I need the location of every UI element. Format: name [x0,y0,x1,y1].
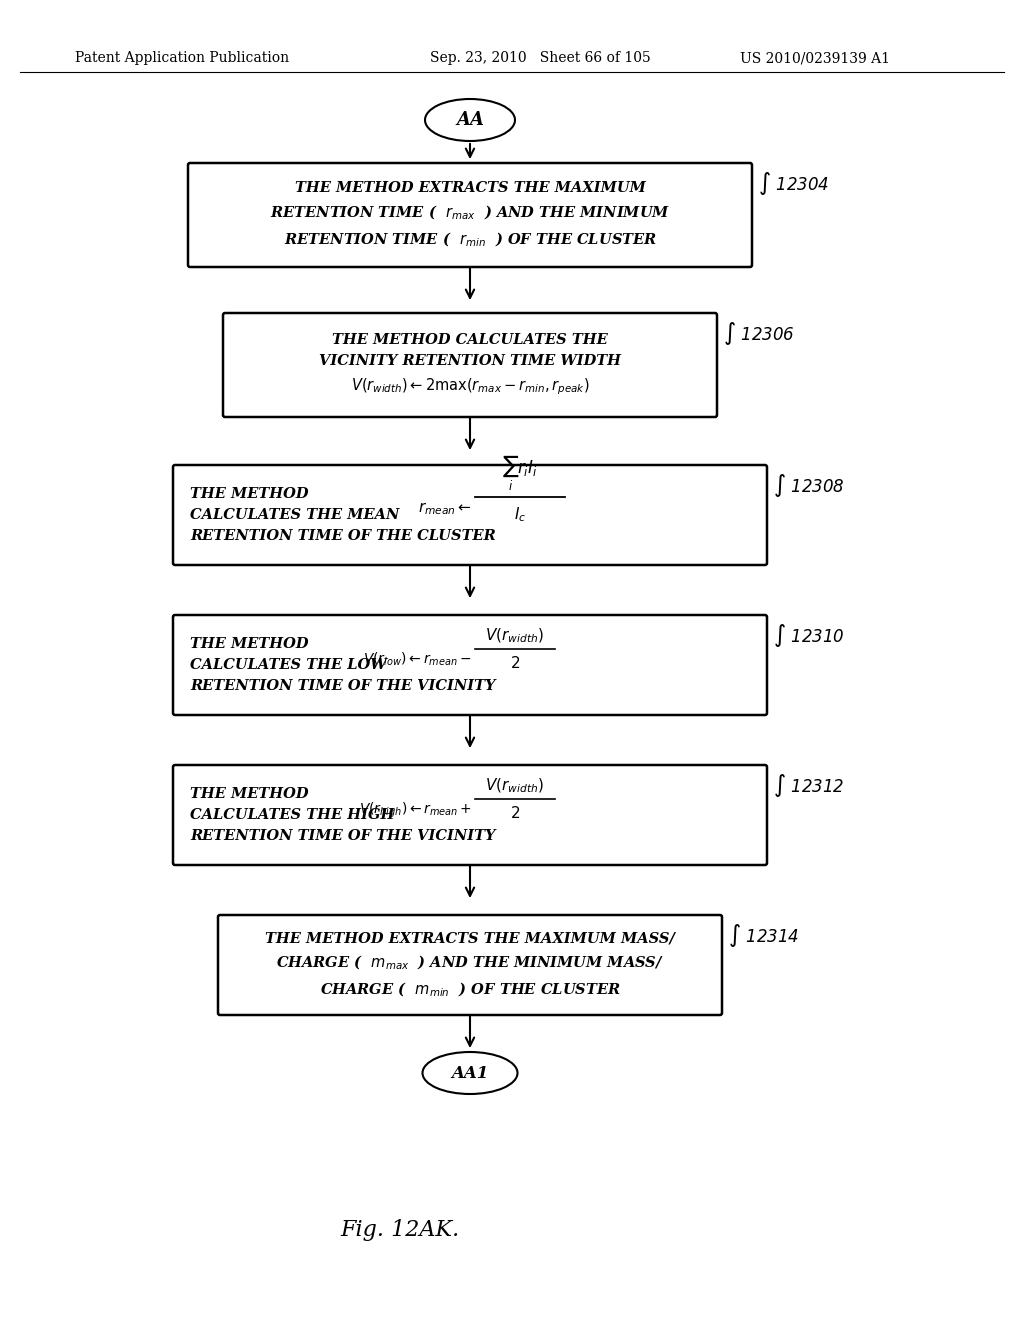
Ellipse shape [423,1052,517,1094]
Text: $I_c$: $I_c$ [514,506,526,524]
Text: Fig. 12AK.: Fig. 12AK. [340,1218,460,1241]
Text: $V(r_{high}) \leftarrow r_{mean} +$: $V(r_{high}) \leftarrow r_{mean} +$ [358,801,472,820]
Text: AA: AA [456,111,484,129]
Text: $\int$ 12306: $\int$ 12306 [723,319,795,347]
Text: Sep. 23, 2010   Sheet 66 of 105: Sep. 23, 2010 Sheet 66 of 105 [430,51,650,65]
FancyBboxPatch shape [188,162,752,267]
Text: $2$: $2$ [510,805,520,821]
Text: THE METHOD
CALCULATES THE LOW
RETENTION TIME OF THE VICINITY: THE METHOD CALCULATES THE LOW RETENTION … [190,638,496,693]
Text: $\int$ 12310: $\int$ 12310 [773,622,845,649]
FancyBboxPatch shape [218,915,722,1015]
Text: Patent Application Publication: Patent Application Publication [75,51,289,65]
Ellipse shape [425,99,515,141]
Text: $\int$ 12314: $\int$ 12314 [728,921,799,949]
Text: THE METHOD CALCULATES THE
VICINITY RETENTION TIME WIDTH
$V(r_{width}) \leftarrow: THE METHOD CALCULATES THE VICINITY RETEN… [319,333,621,397]
Text: US 2010/0239139 A1: US 2010/0239139 A1 [740,51,890,65]
Text: $\int$ 12312: $\int$ 12312 [773,772,845,799]
Text: THE METHOD EXTRACTS THE MAXIMUM MASS/
CHARGE (  $m_{max}$  ) AND THE MINIMUM MAS: THE METHOD EXTRACTS THE MAXIMUM MASS/ CH… [265,932,675,999]
FancyBboxPatch shape [223,313,717,417]
Text: $2$: $2$ [510,655,520,671]
FancyBboxPatch shape [173,465,767,565]
Text: $V(r_{low}) \leftarrow r_{mean} -$: $V(r_{low}) \leftarrow r_{mean} -$ [364,651,472,668]
FancyBboxPatch shape [173,615,767,715]
Text: $\sum_i r_i I_i$: $\sum_i r_i I_i$ [502,453,538,492]
Text: THE METHOD
CALCULATES THE MEAN
RETENTION TIME OF THE CLUSTER: THE METHOD CALCULATES THE MEAN RETENTION… [190,487,496,543]
FancyBboxPatch shape [173,766,767,865]
Text: $r_{mean} \leftarrow$: $r_{mean} \leftarrow$ [418,500,472,516]
Text: $\int$ 12308: $\int$ 12308 [773,473,845,499]
Text: $\int$ 12304: $\int$ 12304 [758,170,829,197]
Text: $V(r_{width})$: $V(r_{width})$ [485,627,545,645]
Text: THE METHOD
CALCULATES THE HIGH
RETENTION TIME OF THE VICINITY: THE METHOD CALCULATES THE HIGH RETENTION… [190,788,496,842]
Text: THE METHOD EXTRACTS THE MAXIMUM
RETENTION TIME (  $r_{max}$  ) AND THE MINIMUM
R: THE METHOD EXTRACTS THE MAXIMUM RETENTIO… [270,181,670,248]
Text: $V(r_{width})$: $V(r_{width})$ [485,776,545,795]
Text: AA1: AA1 [452,1064,488,1081]
